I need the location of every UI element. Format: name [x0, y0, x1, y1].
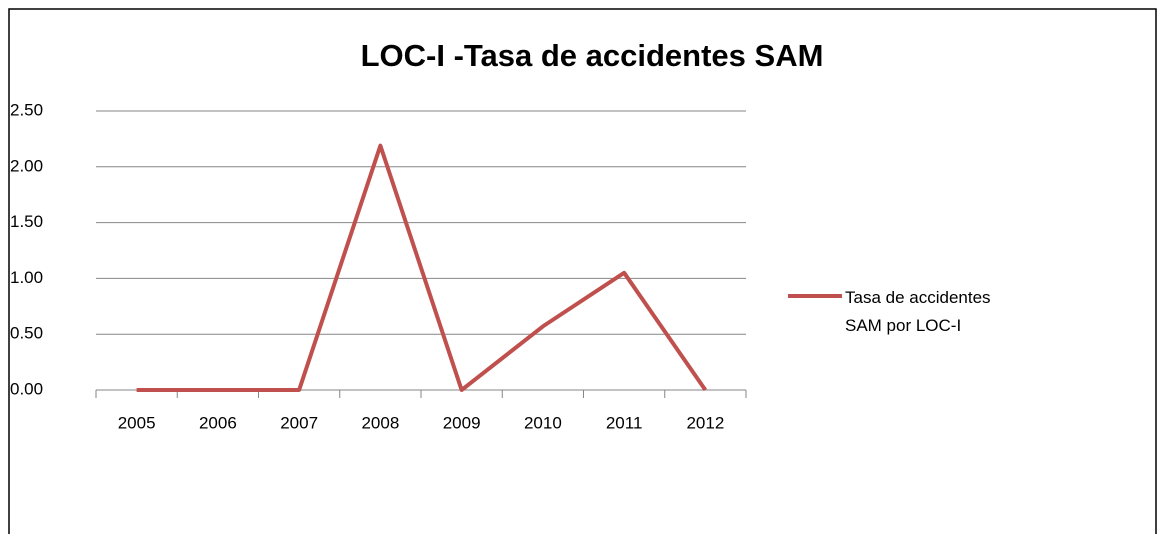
chart-frame	[8, 8, 1157, 534]
x-tick-label: 2012	[686, 413, 724, 432]
y-tick-label: 1.50	[10, 212, 43, 231]
legend-label: Tasa de accidentes SAM por LOC-I	[845, 288, 991, 335]
x-tick-label: 2010	[524, 413, 562, 432]
data-line	[136, 143, 708, 392]
y-tick-label: 1.00	[10, 268, 43, 287]
x-tick-label: 2009	[443, 413, 481, 432]
chart-title: LOC-I -Tasa de accidentes SAM	[361, 38, 824, 73]
x-tick-label: 2011	[606, 413, 643, 432]
x-tick-label: 2007	[280, 413, 318, 432]
x-tick-label: 2008	[361, 413, 399, 432]
y-tick-label: 0.00	[10, 379, 43, 398]
x-tick-label: 2006	[199, 413, 237, 432]
y-tick-label: 0.50	[10, 324, 43, 343]
y-tick-label: 2.50	[10, 100, 43, 119]
y-tick-label: 2.00	[10, 156, 43, 175]
x-tick-label: 2005	[118, 413, 156, 432]
